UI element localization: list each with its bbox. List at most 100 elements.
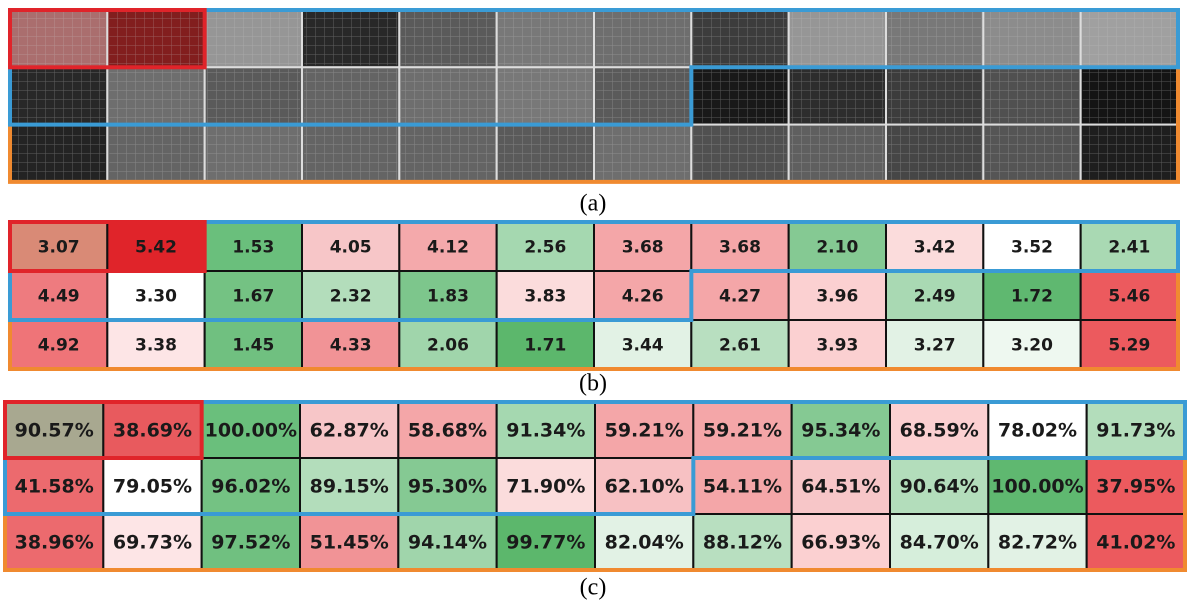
el-image-grid — [12, 127, 105, 180]
cell-text: 84.70% — [900, 532, 979, 554]
cell-text: 51.45% — [310, 532, 389, 554]
cell-text: 1.67 — [232, 287, 274, 307]
cell-text: 91.34% — [506, 420, 585, 442]
cell-text: 41.02% — [1096, 532, 1175, 554]
cell-text: 4.26 — [622, 287, 664, 307]
cell-text: 2.61 — [719, 336, 761, 356]
cell-text: 90.57% — [15, 420, 94, 442]
el-image-grid — [12, 12, 105, 65]
el-image-grid — [499, 69, 592, 122]
cell-text: 5.29 — [1108, 336, 1150, 356]
cell-text: 3.38 — [135, 336, 177, 356]
el-image-grid — [499, 12, 592, 65]
el-image-grid — [791, 127, 884, 180]
cell-text: 100.00% — [205, 420, 297, 442]
cell-text: 78.02% — [998, 420, 1077, 442]
el-image-grid — [12, 69, 105, 122]
cell-text: 79.05% — [113, 476, 192, 498]
cell-text: 5.42 — [135, 238, 177, 258]
el-image-grid — [596, 127, 689, 180]
el-image-grid — [1083, 69, 1176, 122]
el-image-grid — [499, 127, 592, 180]
el-image-grid — [109, 127, 202, 180]
cell-text: 64.51% — [801, 476, 880, 498]
el-image-grid — [304, 12, 397, 65]
cell-text: 82.72% — [998, 532, 1077, 554]
cell-text: 2.41 — [1108, 238, 1150, 258]
cell-text: 95.30% — [408, 476, 487, 498]
cell-text: 4.49 — [38, 287, 80, 307]
cell-text: 2.10 — [816, 238, 858, 258]
cell-text: 59.21% — [703, 420, 782, 442]
cell-text: 100.00% — [991, 476, 1083, 498]
cell-text: 3.07 — [38, 238, 80, 258]
cell-text: 3.42 — [914, 238, 956, 258]
cell-text: 88.12% — [703, 532, 782, 554]
el-image-grid — [207, 127, 300, 180]
caption: (a) — [580, 191, 607, 217]
cell-text: 90.64% — [900, 476, 979, 498]
el-image-grid — [791, 12, 884, 65]
cell-text: 91.73% — [1096, 420, 1175, 442]
cell-text: 4.92 — [38, 336, 80, 356]
caption: (b) — [579, 371, 607, 397]
el-image-grid — [1083, 12, 1176, 65]
cell-text: 97.52% — [211, 532, 290, 554]
el-image-grid — [401, 69, 494, 122]
cell-text: 38.69% — [113, 420, 192, 442]
cell-text: 3.93 — [816, 336, 858, 356]
cell-text: 1.53 — [232, 238, 274, 258]
cell-text: 89.15% — [310, 476, 389, 498]
el-image-grid — [304, 69, 397, 122]
cell-text: 2.56 — [524, 238, 566, 258]
cell-text: 2.32 — [330, 287, 372, 307]
cell-text: 1.72 — [1011, 287, 1053, 307]
cell-text: 68.59% — [900, 420, 979, 442]
el-image-grid — [985, 69, 1078, 122]
cell-text: 1.71 — [524, 336, 566, 356]
cell-text: 99.77% — [506, 532, 585, 554]
cell-text: 54.11% — [703, 476, 782, 498]
cell-text: 3.44 — [622, 336, 664, 356]
cell-text: 94.14% — [408, 532, 487, 554]
cell-text: 3.52 — [1011, 238, 1053, 258]
figure: (a) (b) (c) 3.07 5.42 1.53 4.05 4.12 2.56 3.68… — [0, 0, 1187, 602]
el-image-grid — [207, 12, 300, 65]
cell-text: 58.68% — [408, 420, 487, 442]
cell-text: 59.21% — [605, 420, 684, 442]
cell-text: 3.68 — [719, 238, 761, 258]
cell-text: 4.05 — [330, 238, 372, 258]
cell-text: 38.96% — [15, 532, 94, 554]
cell-text: 62.87% — [310, 420, 389, 442]
cell-text: 4.27 — [719, 287, 761, 307]
el-image-grid — [791, 69, 884, 122]
el-image-grid — [304, 127, 397, 180]
cell-text: 3.68 — [622, 238, 664, 258]
cell-text: 62.10% — [605, 476, 684, 498]
cell-text: 96.02% — [211, 476, 290, 498]
el-image-grid — [693, 69, 786, 122]
el-image-grid — [985, 127, 1078, 180]
el-image-grid — [207, 69, 300, 122]
cell-text: 95.34% — [801, 420, 880, 442]
el-image-grid — [888, 69, 981, 122]
el-image-grid — [985, 12, 1078, 65]
cell-text: 3.83 — [524, 287, 566, 307]
cell-text: 82.04% — [605, 532, 684, 554]
el-image-grid — [596, 12, 689, 65]
cell-text: 2.49 — [914, 287, 956, 307]
el-image-grid — [693, 12, 786, 65]
caption: (c) — [580, 575, 607, 601]
cell-text: 2.06 — [427, 336, 469, 356]
cell-text: 69.73% — [113, 532, 192, 554]
cell-text: 3.27 — [914, 336, 956, 356]
el-image-grid — [1083, 127, 1176, 180]
cell-text: 3.20 — [1011, 336, 1053, 356]
cell-text: 4.12 — [427, 238, 469, 258]
cell-text: 1.45 — [232, 336, 274, 356]
el-image-grid — [888, 12, 981, 65]
cell-text: 37.95% — [1096, 476, 1175, 498]
cell-text: 41.58% — [15, 476, 94, 498]
el-image-grid — [401, 12, 494, 65]
el-image-grid — [109, 69, 202, 122]
